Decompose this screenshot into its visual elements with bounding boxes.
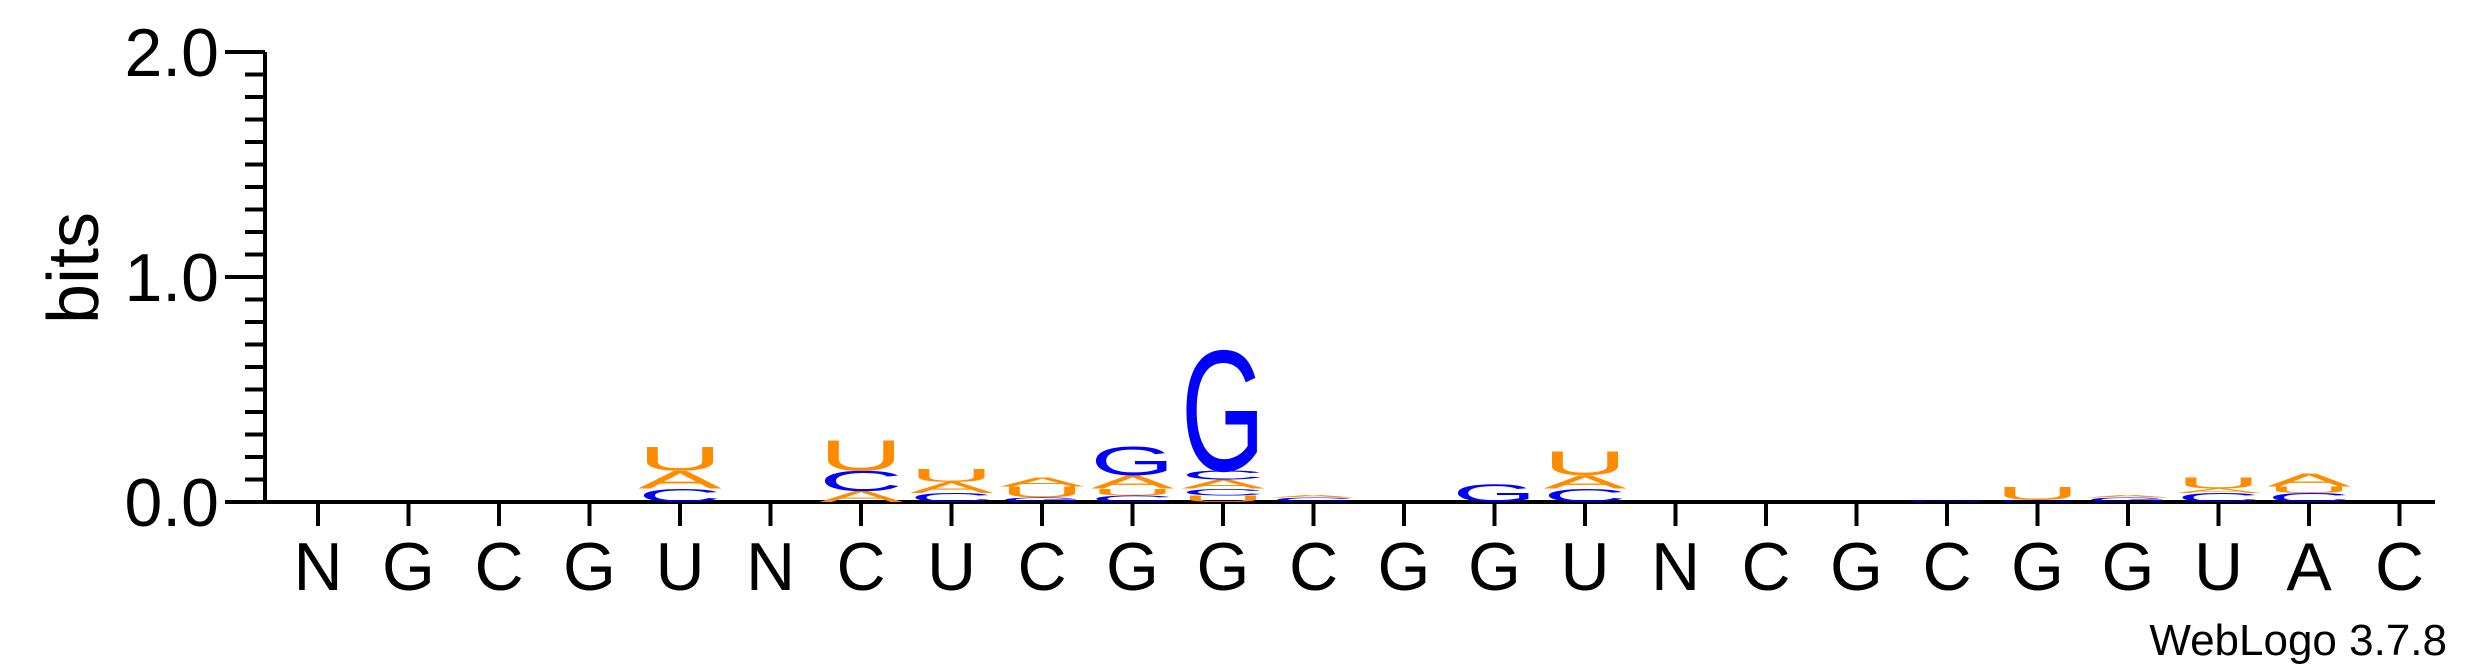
x-tick-label: C [1017, 529, 1066, 605]
x-tick-label: U [655, 529, 704, 605]
logo-glyph: U [638, 439, 722, 478]
logo-glyph: G [1181, 315, 1265, 508]
x-tick-label: N [1651, 529, 1700, 605]
x-tick-label: C [2375, 529, 2424, 605]
y-tick-label: 2.0 [124, 15, 219, 91]
x-tick-label: U [1560, 529, 1609, 605]
x-tick-label: G [1830, 529, 1883, 605]
logo-letter-A: A [2086, 495, 2170, 499]
logo-letter-U: U [819, 430, 903, 480]
x-tick-label: N [746, 529, 795, 605]
x-tick-label: G [2011, 529, 2064, 605]
x-tick-label: G [1468, 529, 1521, 605]
logo-glyph: A [1000, 475, 1084, 489]
x-tick-label: G [1378, 529, 1431, 605]
logo-letter-U: U [2176, 474, 2260, 492]
x-tick-label: N [293, 529, 342, 605]
x-tick-label: C [1289, 529, 1338, 605]
x-tick-label: A [2286, 529, 2332, 605]
logo-glyph: A [2267, 469, 2351, 490]
x-tick-label: G [382, 529, 435, 605]
y-tick-label: 1.0 [124, 240, 219, 316]
logo-letter-G: G [1091, 438, 1175, 484]
logo-letter-G: G [1181, 315, 1265, 508]
logo-glyph: U [1996, 483, 2080, 504]
logo-letter-G: G [1905, 499, 1989, 502]
x-tick-label: C [474, 529, 523, 605]
logo-glyph: U [819, 430, 903, 480]
logo-glyph: U [1543, 444, 1627, 483]
y-tick-label: 0.0 [124, 465, 219, 541]
x-tick-label: C [836, 529, 885, 605]
x-tick-label: U [927, 529, 976, 605]
logo-glyph: A [2086, 495, 2170, 499]
y-axis: 0.0 1.0 2.0 [124, 15, 265, 541]
logo-glyph: G [1453, 479, 1537, 507]
logo-glyph: G [1091, 438, 1175, 484]
logo-glyph: A [1272, 495, 1356, 499]
logo-letter-A: A [1272, 495, 1356, 499]
x-tick-label: C [1922, 529, 1971, 605]
logo-glyph: U [2176, 474, 2260, 492]
logo-letter-U: U [1996, 483, 2080, 504]
logo-letter-A: A [1000, 475, 1084, 489]
logo-letter-U: U [910, 465, 994, 486]
logo-letter-A: A [2267, 469, 2351, 490]
y-axis-title: bits [34, 212, 114, 324]
logo-letter-U: U [638, 439, 722, 478]
logo-glyph: U [910, 465, 994, 486]
logo-glyph: G [1905, 499, 1989, 502]
x-tick-label: G [563, 529, 616, 605]
x-tick-label: G [1197, 529, 1250, 605]
x-tick-label: U [2194, 529, 2243, 605]
weblogo-credit: WebLogo 3.7.8 [2149, 616, 2447, 665]
x-tick-label: G [1106, 529, 1159, 605]
logo-letter-U: U [1543, 444, 1627, 483]
x-tick-label: G [2102, 529, 2155, 605]
logo-letter-G: G [1453, 479, 1537, 507]
x-tick-label: C [1741, 529, 1790, 605]
